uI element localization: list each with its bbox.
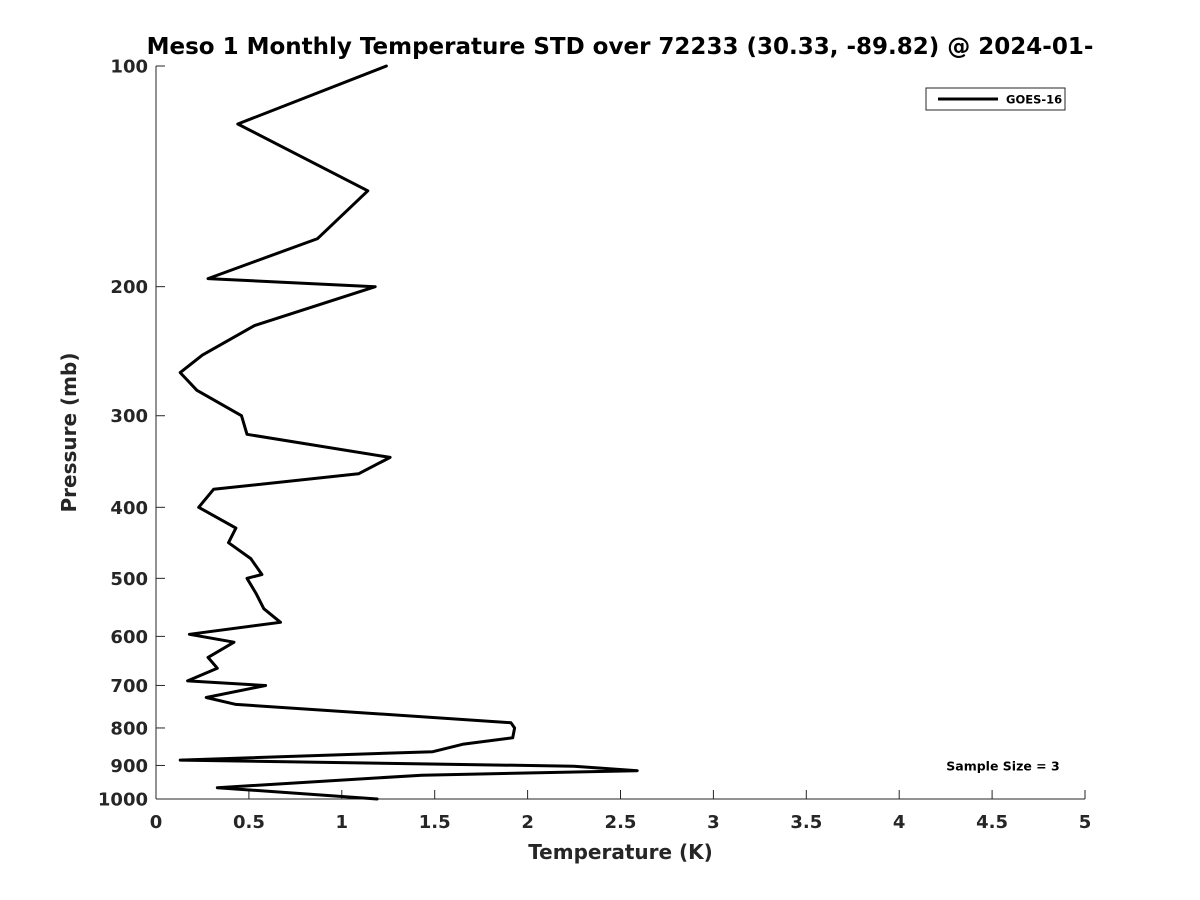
series-layer <box>178 64 639 801</box>
y-tick-label: 800 <box>110 718 148 739</box>
x-tick-label: 1 <box>336 812 349 833</box>
x-tick-label: 4 <box>893 812 906 833</box>
y-tick-label: 100 <box>110 57 148 78</box>
x-tick-label: 1.5 <box>419 812 451 833</box>
y-tick-label: 400 <box>110 498 148 519</box>
sample-size-annotation: Sample Size = 3 <box>946 758 1059 773</box>
y-tick-label: 300 <box>110 406 148 427</box>
x-tick-label: 2.5 <box>605 812 637 833</box>
y-tick-label: 900 <box>110 756 148 777</box>
y-tick-label: 200 <box>110 277 148 298</box>
y-tick-label: 600 <box>110 627 148 648</box>
y-tick-label: 500 <box>110 569 148 590</box>
y-axis-label: Pressure (mb) <box>57 353 81 513</box>
legend-label-goes-16: GOES-16 <box>1006 93 1062 107</box>
x-tick-label: 3.5 <box>790 812 822 833</box>
y-tick-label: 1000 <box>98 790 148 811</box>
x-tick-label: 2 <box>521 812 534 833</box>
legend: GOES-16 <box>925 87 1066 111</box>
x-tick-label: 3 <box>707 812 720 833</box>
x-tick-label: 4.5 <box>976 812 1008 833</box>
series-line-goes-16 <box>178 64 639 801</box>
y-tick-label: 700 <box>110 676 148 697</box>
x-tick-label: 0 <box>150 812 163 833</box>
x-tick-label: 5 <box>1079 812 1092 833</box>
y-axis-ticks: 100 200 300 400 500 600 700 800 900 1000 <box>98 57 165 811</box>
x-axis-label: Temperature (K) <box>528 840 713 864</box>
chart-title: Meso 1 Monthly Temperature STD over 7223… <box>147 34 1094 60</box>
x-tick-label: 0.5 <box>233 812 265 833</box>
x-axis-ticks: 0 0.5 1 1.5 2 2.5 3 3.5 4 4.5 5 <box>150 790 1092 833</box>
